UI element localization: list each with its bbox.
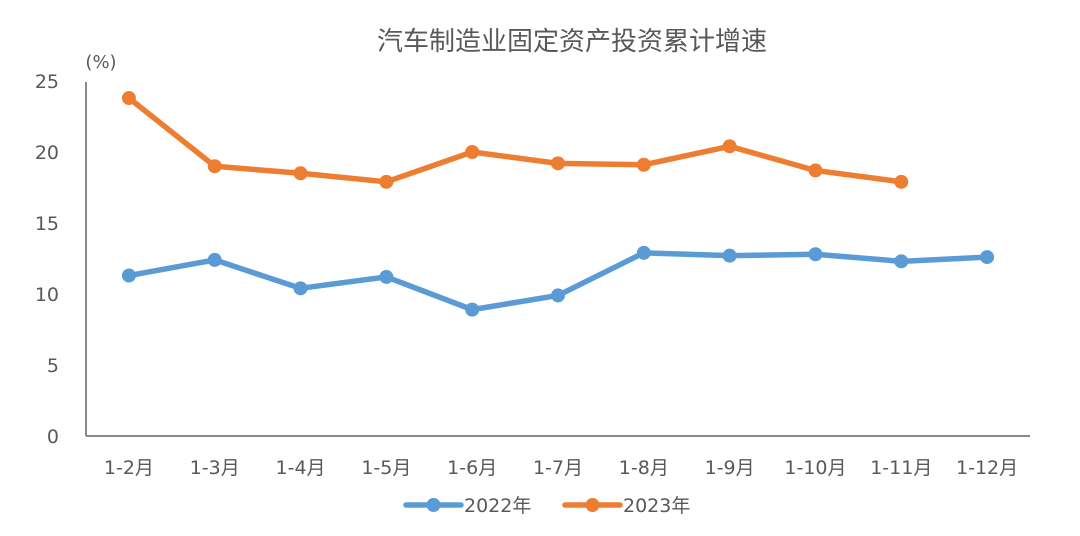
data-point [808, 247, 823, 262]
data-point [293, 281, 308, 296]
data-point [379, 174, 394, 189]
data-point [894, 254, 909, 269]
x-tick-label: 1-5月 [361, 457, 411, 479]
x-axis-ticks: 1-2月 1-3月 1-4月 1-5月 1-6月 1-7月 1-8月 1-9月 1-10月 1-1… [104, 457, 1018, 479]
legend-label: 2023年 [623, 495, 690, 517]
series-layer [121, 91, 995, 317]
data-point [636, 245, 651, 260]
data-point [722, 248, 737, 263]
series-line [126, 95, 905, 185]
data-point [551, 288, 565, 303]
data-point [636, 157, 651, 172]
data-point [722, 139, 737, 154]
series-2022年 [121, 245, 995, 317]
legend: 2022年 2023年 [403, 495, 690, 517]
x-tick-label: 1-6月 [447, 457, 497, 479]
legend-item: 2023年 [562, 495, 690, 517]
x-tick-label: 1-2月 [104, 457, 154, 479]
data-point [551, 156, 565, 171]
chart-title: 汽车制造业固定资产投资累计增速 [377, 27, 767, 57]
legend-label: 2022年 [464, 495, 531, 517]
x-tick-label: 1-11月 [870, 457, 932, 479]
x-tick-label: 1-9月 [705, 457, 755, 479]
data-point [465, 145, 480, 159]
x-tick-label: 1-10月 [784, 457, 846, 479]
data-point [121, 91, 136, 106]
data-point [894, 174, 909, 189]
y-tick-label: 10 [35, 284, 59, 306]
x-tick-label: 1-4月 [276, 457, 326, 479]
y-tick-label: 15 [35, 213, 59, 235]
data-point [808, 163, 823, 178]
legend-item: 2022年 [403, 495, 531, 517]
y-tick-label: 20 [35, 142, 59, 164]
y-tick-label: 0 [47, 426, 59, 448]
y-axis-unit-label: (%) [85, 52, 116, 73]
y-tick-label: 5 [47, 355, 59, 377]
x-tick-label: 1-3月 [190, 457, 240, 479]
x-tick-label: 1-12月 [956, 457, 1018, 479]
x-tick-label: 1-7月 [533, 457, 583, 479]
series-2023年 [121, 91, 909, 189]
y-axis-ticks: 0 5 10 15 20 25 [35, 71, 59, 448]
data-point [980, 250, 995, 265]
data-point [207, 252, 222, 267]
data-point [379, 269, 394, 284]
data-point [121, 268, 136, 283]
data-point [465, 302, 480, 317]
y-tick-label: 25 [35, 71, 59, 93]
data-point [293, 166, 308, 181]
legend-marker-icon [585, 498, 600, 512]
legend-marker-icon [426, 498, 441, 512]
data-point [207, 159, 222, 174]
x-tick-label: 1-8月 [619, 457, 669, 479]
